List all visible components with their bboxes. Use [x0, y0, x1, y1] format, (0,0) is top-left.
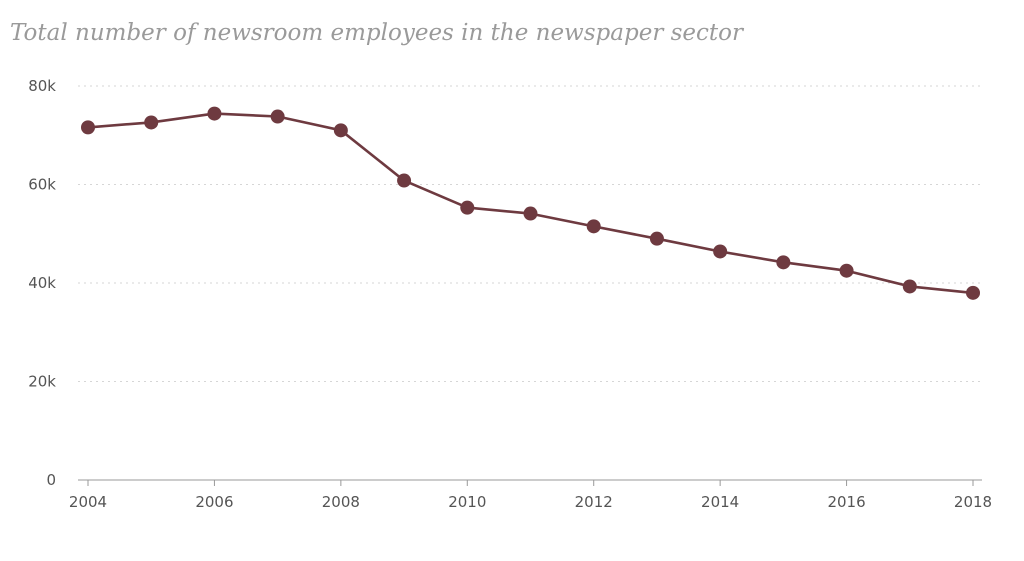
data-point-2007[interactable] — [270, 109, 285, 124]
data-point-2004[interactable] — [81, 120, 95, 135]
x-tick-label: 2006 — [195, 493, 233, 511]
data-point-2013[interactable] — [649, 231, 664, 246]
data-point-2010[interactable] — [460, 200, 475, 215]
x-tick-label: 2016 — [827, 493, 865, 511]
data-point-2006[interactable] — [207, 106, 222, 121]
y-tick-label: 20k — [28, 373, 56, 391]
x-tick-label: 2008 — [322, 493, 360, 511]
chart-title: Total number of newsroom employees in th… — [10, 20, 744, 46]
y-axis-ticks: 0 20k 40k 60k 80k — [28, 77, 56, 489]
data-point-2015[interactable] — [776, 255, 791, 270]
y-tick-label: 80k — [28, 77, 56, 95]
x-tick-label: 2010 — [448, 493, 486, 511]
y-tick-label: 40k — [28, 274, 56, 292]
data-point-2016[interactable] — [839, 263, 854, 278]
data-point-2017[interactable] — [902, 279, 917, 294]
data-point-2012[interactable] — [586, 219, 601, 234]
data-point-2014[interactable] — [713, 244, 728, 259]
x-axis-ticks: 2004 2006 2008 2010 2012 2014 2016 2018 — [69, 480, 992, 511]
data-point-2009[interactable] — [397, 173, 412, 188]
grid-lines — [78, 85, 982, 382]
data-point-2018[interactable] — [966, 285, 980, 300]
series-line — [86, 112, 975, 295]
data-points — [81, 106, 980, 300]
series-line-group — [86, 112, 975, 295]
data-point-2005[interactable] — [144, 115, 159, 130]
x-tick-label: 2018 — [954, 493, 992, 511]
x-tick-label: 2004 — [69, 493, 107, 511]
y-tick-label: 60k — [28, 176, 56, 194]
x-tick-label: 2012 — [575, 493, 613, 511]
x-tick-label: 2014 — [701, 493, 739, 511]
data-point-2008[interactable] — [333, 123, 348, 138]
y-tick-label: 0 — [46, 471, 56, 489]
data-point-2011[interactable] — [523, 206, 538, 221]
